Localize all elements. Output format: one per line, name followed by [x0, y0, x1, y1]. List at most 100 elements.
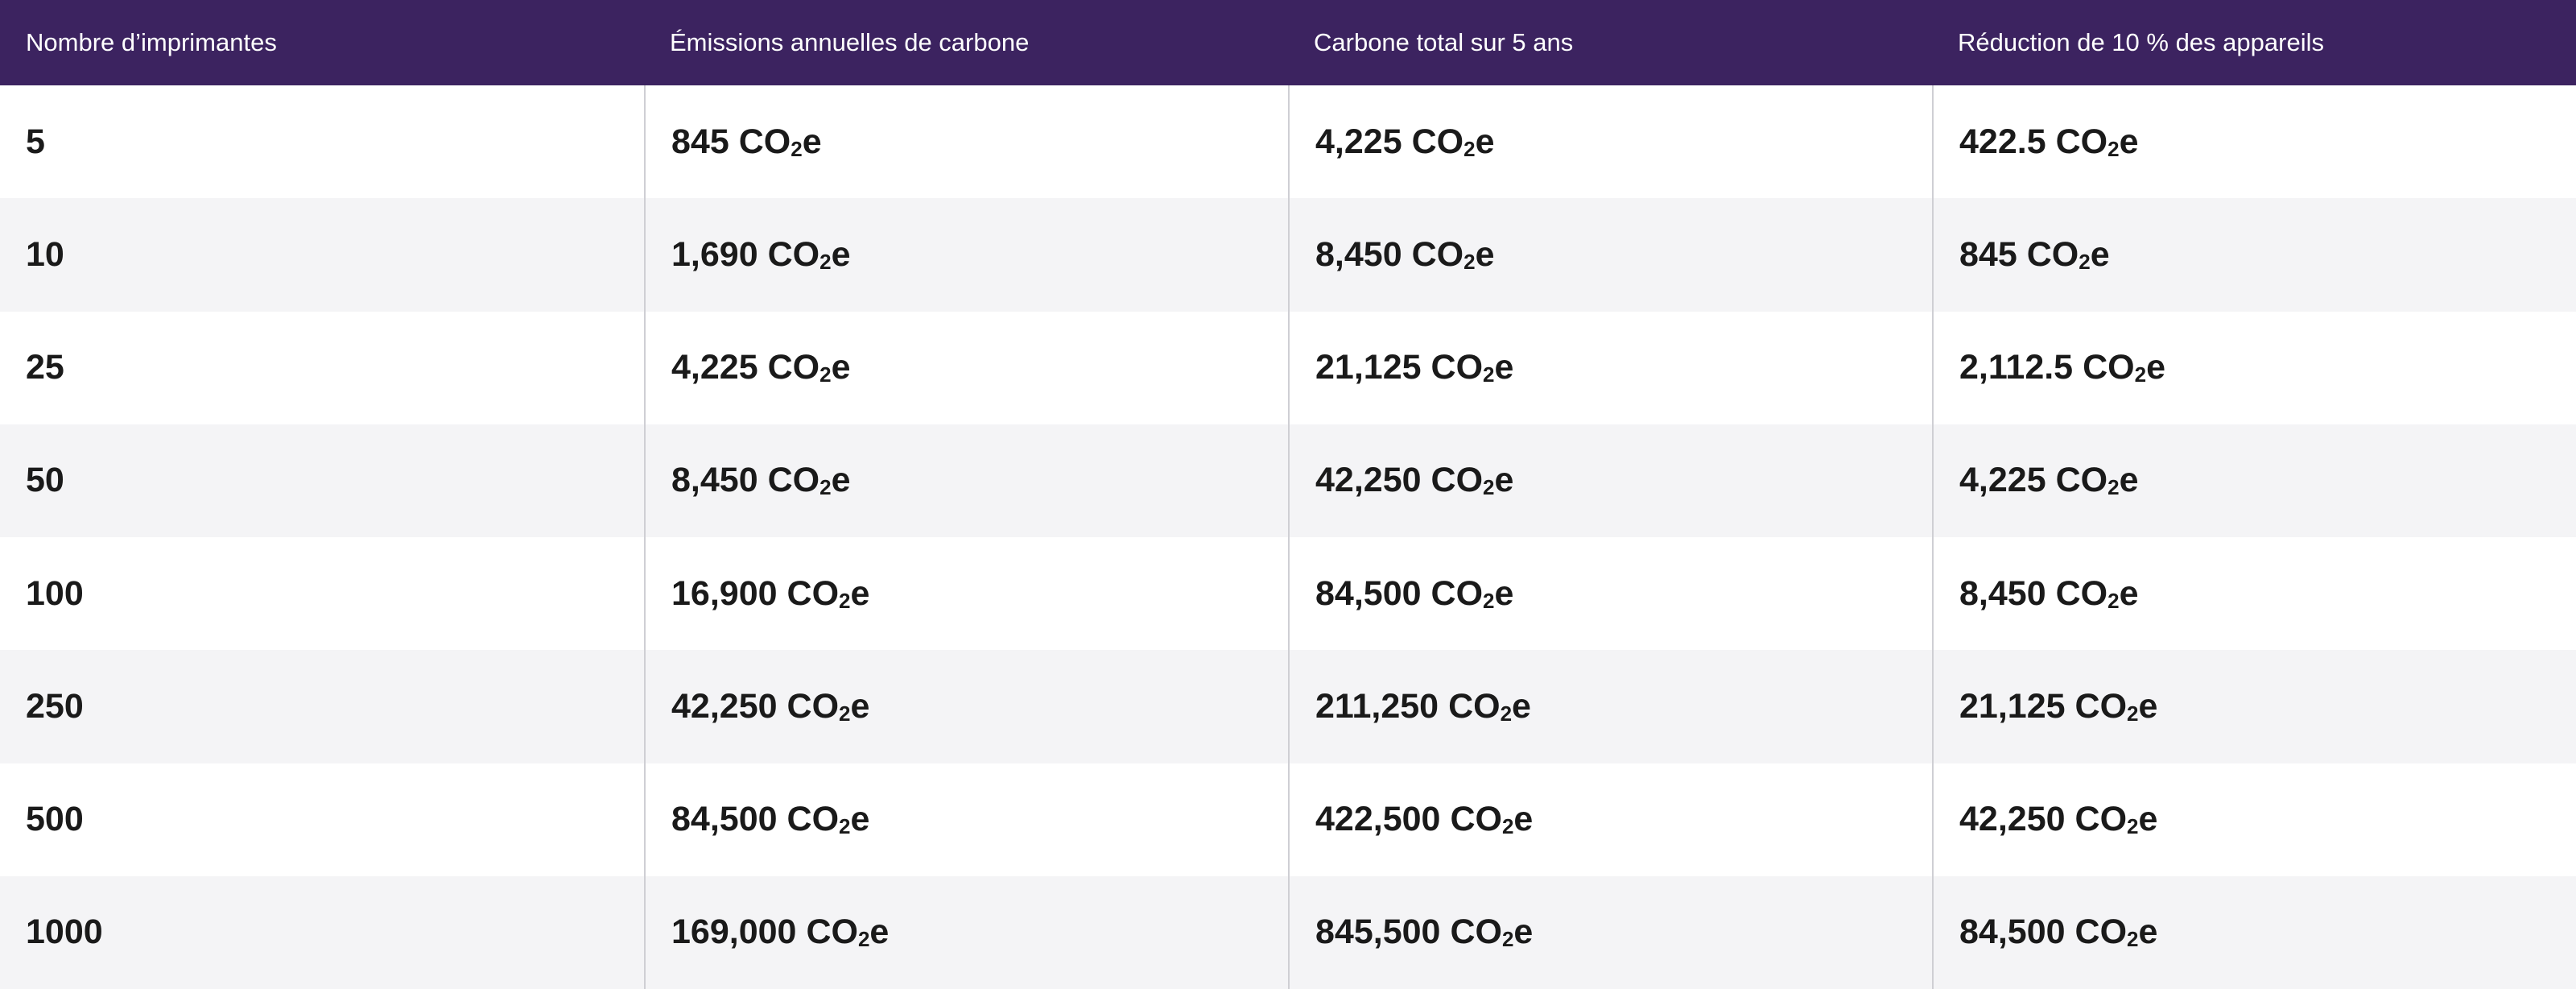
cell-value: 50	[26, 461, 64, 500]
unit-label: CO2e	[767, 348, 851, 387]
unit-label: CO2e	[738, 122, 822, 161]
cell-five-year-total: 4,225 CO2e	[1288, 85, 1932, 199]
cell-device-reduction: 42,250 CO2e	[1932, 763, 2576, 876]
cell-device-reduction: 84,500 CO2e	[1932, 875, 2576, 989]
table-row: 500 84,500 CO2e 422,500 CO2e 42,250 CO2e	[0, 763, 2576, 876]
cell-value: 84,500	[671, 800, 778, 839]
cell-device-reduction: 21,125 CO2e	[1932, 650, 2576, 763]
cell-annual-emissions: 42,250 CO2e	[644, 650, 1288, 763]
cell-value: 1,690	[671, 234, 758, 274]
unit-label: CO2e	[1430, 573, 1514, 613]
unit-label: CO2e	[1430, 461, 1514, 500]
table-row: 250 42,250 CO2e 211,250 CO2e 21,125 CO2e	[0, 650, 2576, 763]
table-header-row: Nombre d’imprimantes Émissions annuelles…	[0, 0, 2576, 85]
cell-value: 1000	[26, 912, 103, 952]
cell-five-year-total: 42,250 CO2e	[1288, 424, 1932, 537]
unit-label: CO2e	[1411, 234, 1495, 274]
table-row: 25 4,225 CO2e 21,125 CO2e 2,112.5 CO2e	[0, 311, 2576, 424]
cell-value: 845	[671, 122, 729, 161]
cell-printer-count: 10	[0, 198, 644, 311]
unit-label: CO2e	[806, 912, 890, 952]
header-five-year-total: Carbone total sur 5 ans	[1314, 28, 1574, 56]
cell-value: 5	[26, 122, 45, 161]
cell-value: 845,500	[1315, 912, 1441, 952]
unit-label: CO2e	[767, 461, 851, 500]
cell-printer-count: 500	[0, 763, 644, 876]
cell-five-year-total: 21,125 CO2e	[1288, 311, 1932, 424]
header-annual-emissions: Émissions annuelles de carbone	[670, 28, 1030, 56]
unit-label: CO2e	[1448, 686, 1531, 726]
cell-device-reduction: 4,225 CO2e	[1932, 424, 2576, 537]
cell-printer-count: 100	[0, 537, 644, 650]
cell-printer-count: 50	[0, 424, 644, 537]
unit-label: CO2e	[767, 234, 851, 274]
cell-printer-count: 5	[0, 85, 644, 198]
header-printer-count: Nombre d’imprimantes	[26, 28, 277, 56]
cell-device-reduction: 8,450 CO2e	[1932, 537, 2576, 651]
cell-value: 21,125	[1959, 686, 2066, 726]
cell-annual-emissions: 4,225 CO2e	[644, 311, 1288, 424]
cell-five-year-total: 422,500 CO2e	[1288, 763, 1932, 876]
cell-value: 4,225	[671, 348, 758, 387]
cell-five-year-total: 84,500 CO2e	[1288, 537, 1932, 651]
unit-label: CO2e	[2055, 461, 2139, 500]
unit-label: CO2e	[786, 800, 870, 839]
cell-value: 8,450	[1315, 234, 1402, 274]
table-row: 10 1,690 CO2e 8,450 CO2e 845 CO2e	[0, 198, 2576, 312]
cell-value: 42,250	[1315, 461, 1422, 500]
table-row: 100 16,900 CO2e 84,500 CO2e 8,450 CO2e	[0, 537, 2576, 651]
unit-label: CO2e	[2055, 122, 2139, 161]
cell-annual-emissions: 845 CO2e	[644, 85, 1288, 199]
cell-value: 422,500	[1315, 800, 1441, 839]
cell-value: 42,250	[1959, 800, 2066, 839]
table-row: 1000 169,000 CO2e 845,500 CO2e 84,500 CO2e	[0, 875, 2576, 989]
cell-value: 500	[26, 800, 84, 839]
table-row: 5 845 CO2e 4,225 CO2e 422.5 CO2e	[0, 85, 2576, 199]
unit-label: CO2e	[786, 686, 870, 726]
cell-value: 169,000	[671, 912, 797, 952]
unit-label: CO2e	[2083, 348, 2165, 387]
unit-label: CO2e	[1430, 348, 1514, 387]
cell-value: 16,900	[671, 573, 778, 613]
unit-label: CO2e	[1450, 800, 1534, 839]
cell-device-reduction: 2,112.5 CO2e	[1932, 311, 2576, 424]
cell-annual-emissions: 169,000 CO2e	[644, 875, 1288, 989]
cell-value: 84,500	[1959, 912, 2066, 952]
cell-annual-emissions: 16,900 CO2e	[644, 537, 1288, 651]
cell-printer-count: 250	[0, 650, 644, 763]
header-device-reduction: Réduction de 10 % des appareils	[1958, 28, 2324, 56]
cell-five-year-total: 8,450 CO2e	[1288, 198, 1932, 312]
table-row: 50 8,450 CO2e 42,250 CO2e 4,225 CO2e	[0, 424, 2576, 537]
cell-value: 4,225	[1959, 461, 2046, 500]
cell-printer-count: 25	[0, 312, 644, 424]
cell-value: 42,250	[671, 686, 778, 726]
cell-value: 84,500	[1315, 573, 1422, 613]
cell-annual-emissions: 1,690 CO2e	[644, 198, 1288, 312]
unit-label: CO2e	[2074, 686, 2158, 726]
unit-label: CO2e	[1450, 912, 1534, 952]
cell-annual-emissions: 8,450 CO2e	[644, 424, 1288, 537]
cell-five-year-total: 845,500 CO2e	[1288, 875, 1932, 989]
table-body: 5 845 CO2e 4,225 CO2e 422.5 CO2e 10 1,690 CO2e 8,4…	[0, 85, 2576, 989]
cell-value: 211,250	[1315, 686, 1439, 726]
cell-device-reduction: 845 CO2e	[1932, 198, 2576, 312]
cell-value: 2,112.5	[1959, 348, 2074, 387]
cell-value: 8,450	[671, 461, 758, 500]
cell-value: 100	[26, 573, 84, 613]
cell-annual-emissions: 84,500 CO2e	[644, 763, 1288, 876]
unit-label: CO2e	[2074, 912, 2158, 952]
cell-value: 4,225	[1315, 122, 1402, 161]
unit-label: CO2e	[2055, 573, 2139, 613]
cell-printer-count: 1000	[0, 876, 644, 989]
unit-label: CO2e	[2026, 234, 2110, 274]
cell-five-year-total: 211,250 CO2e	[1288, 650, 1932, 763]
cell-value: 25	[26, 348, 64, 387]
cell-value: 10	[26, 234, 64, 274]
cell-value: 250	[26, 686, 84, 726]
cell-value: 422.5	[1959, 122, 2046, 161]
unit-label: CO2e	[1411, 122, 1495, 161]
cell-value: 845	[1959, 234, 2017, 274]
cell-value: 21,125	[1315, 348, 1422, 387]
cell-device-reduction: 422.5 CO2e	[1932, 85, 2576, 199]
